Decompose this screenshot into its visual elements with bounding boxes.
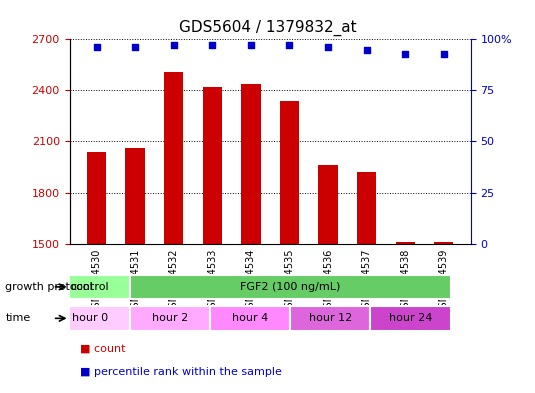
FancyBboxPatch shape	[49, 306, 130, 331]
Text: ■ percentile rank within the sample: ■ percentile rank within the sample	[80, 367, 282, 377]
Bar	[280, 101, 299, 244]
FancyBboxPatch shape	[130, 274, 450, 299]
Point	[324, 44, 332, 51]
FancyBboxPatch shape	[291, 306, 370, 331]
Text: growth protocol: growth protocol	[5, 282, 93, 292]
Point	[208, 42, 217, 49]
FancyBboxPatch shape	[370, 306, 450, 331]
FancyBboxPatch shape	[210, 306, 291, 331]
Point	[170, 42, 178, 49]
Bar	[395, 242, 415, 244]
Text: control: control	[70, 282, 109, 292]
Point	[362, 46, 371, 53]
Bar	[87, 152, 106, 244]
Point	[131, 44, 140, 51]
Text: FGF2 (100 ng/mL): FGF2 (100 ng/mL)	[240, 282, 340, 292]
Point	[440, 50, 448, 57]
Text: hour 0: hour 0	[72, 313, 108, 323]
Bar	[203, 87, 222, 244]
Bar	[126, 148, 145, 244]
Point	[247, 42, 255, 49]
Text: hour 24: hour 24	[389, 313, 432, 323]
Text: GDS5604 / 1379832_at: GDS5604 / 1379832_at	[179, 20, 356, 36]
FancyBboxPatch shape	[130, 306, 210, 331]
Point	[285, 42, 294, 49]
Text: ■ count: ■ count	[80, 344, 126, 354]
Bar	[357, 172, 376, 244]
FancyBboxPatch shape	[49, 274, 130, 299]
Text: hour 12: hour 12	[309, 313, 352, 323]
Point	[92, 44, 101, 51]
Bar	[434, 242, 454, 244]
Bar	[318, 165, 338, 244]
Text: time: time	[5, 313, 30, 323]
Point	[401, 50, 409, 57]
Text: hour 4: hour 4	[232, 313, 268, 323]
Bar	[241, 84, 261, 244]
Text: hour 2: hour 2	[152, 313, 188, 323]
Bar	[164, 72, 184, 244]
